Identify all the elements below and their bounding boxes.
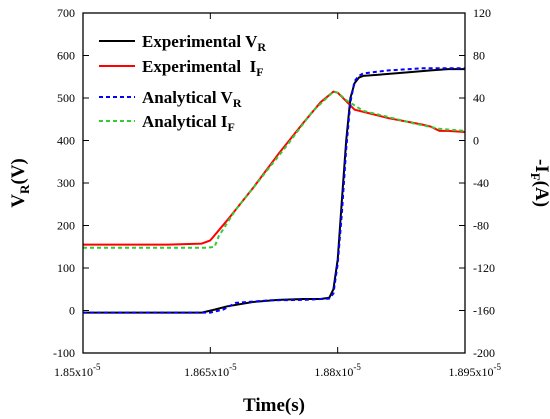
- y-right-tick-label-2: -120: [473, 261, 495, 275]
- x-tick-label-3: 1.895x10-5: [449, 362, 502, 379]
- x-axis-title: Time(s): [243, 395, 305, 416]
- y-left-tick-label-8: 700: [57, 6, 75, 20]
- y-right-tick-label-6: 40: [473, 91, 485, 105]
- y-right-tick-label-1: -160: [473, 304, 495, 318]
- ticks-layer: 1.85x10-5 1.865x10-5 1.88x10-5 1.895x10-5 -1…: [53, 6, 501, 379]
- series-line-0: [83, 68, 465, 314]
- series-line-1: [83, 90, 466, 246]
- y-axis-right-title: -IF(A): [528, 159, 550, 207]
- legend-label-analytical-if: Analytical IF: [142, 112, 235, 134]
- y-left-tick-label-4: 300: [57, 176, 75, 190]
- legend-label-experimental-if: Experimental IF: [142, 57, 264, 79]
- series-line-3: [83, 90, 466, 249]
- y-left-tick-label-6: 500: [57, 91, 75, 105]
- x-tick-label-1: 1.865x10-5: [184, 362, 237, 379]
- y-right-tick-label-3: -80: [473, 219, 489, 233]
- legend: Experimental VR Experimental IF Analytic…: [99, 32, 266, 134]
- y-left-tick-label-5: 400: [57, 134, 75, 148]
- series-line-2: [83, 67, 465, 314]
- y-right-tick-label-8: 120: [473, 6, 491, 20]
- y-left-tick-label-1: 0: [69, 304, 75, 318]
- y-axis-left-title: VR(V): [8, 158, 32, 208]
- x-tick-label-0: 1.85x10-5: [54, 362, 101, 379]
- y-left-tick-label-3: 200: [57, 219, 75, 233]
- y-left-tick-label-7: 600: [57, 49, 75, 63]
- y-right-tick-label-0: -200: [473, 346, 495, 360]
- y-right-tick-label-4: -40: [473, 176, 489, 190]
- legend-label-analytical-vr: Analytical VR: [142, 88, 242, 110]
- y-right-tick-label-7: 80: [473, 49, 485, 63]
- x-tick-label-2: 1.88x10-5: [314, 362, 361, 379]
- legend-label-experimental-vr: Experimental VR: [142, 32, 266, 54]
- y-right-tick-label-5: 0: [473, 134, 479, 148]
- plot-frame: [82, 12, 466, 354]
- series-layer: [83, 67, 466, 314]
- y-left-tick-label-0: -100: [53, 346, 75, 360]
- y-left-tick-label-2: 100: [57, 261, 75, 275]
